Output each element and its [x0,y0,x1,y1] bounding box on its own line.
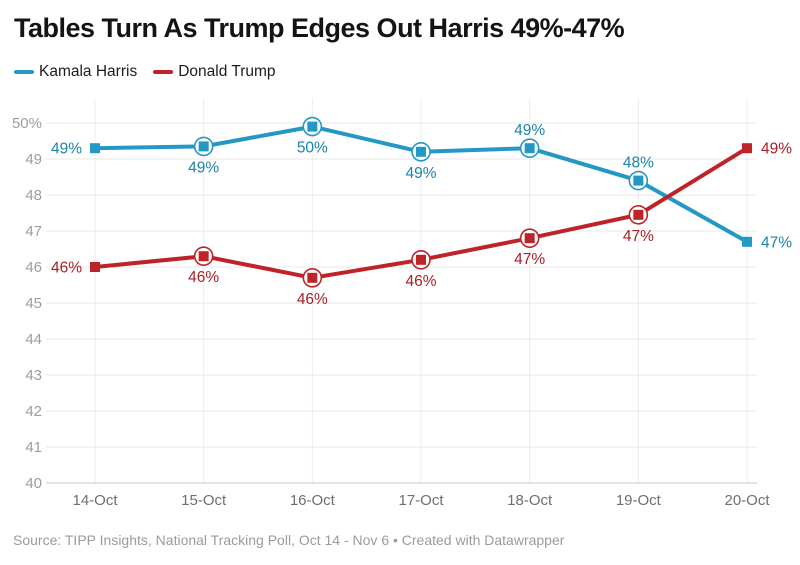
trump-point-label: 49% [761,141,792,158]
harris-point-label: 47% [761,234,792,251]
harris-point-label: 49% [51,141,82,158]
x-tick-label: 18-Oct [507,492,553,509]
y-tick-label: 43 [25,367,42,384]
harris-point-label: 49% [514,122,545,139]
trump-series-swatch [153,70,174,74]
harris-point-marker [524,143,535,154]
x-tick-label: 20-Oct [725,492,771,509]
x-tick-label: 17-Oct [399,492,445,509]
x-tick-label: 19-Oct [616,492,662,509]
legend-item-kamala-harris: Kamala Harris [14,62,137,82]
source-attribution: Source: TIPP Insights, National Tracking… [13,532,565,548]
y-tick-label: 48 [25,187,42,204]
trump-point-label: 46% [405,273,436,290]
trump-point-marker [198,251,209,262]
trump-point-marker [524,233,535,244]
legend-label-trump: Donald Trump [178,63,276,80]
line-chart: 14-Oct 15-Oct 16-Oct 17-Oct 18-Oct 19-Oct 20-O… [12,98,792,509]
trump-point-label: 46% [51,260,82,277]
trump-point-marker [90,262,100,272]
trump-point-label: 47% [623,228,654,245]
y-tick-label: 46 [25,259,42,276]
harris-point-label: 49% [405,165,436,182]
y-tick-label: 44 [25,331,42,348]
harris-point-marker [416,146,427,157]
trump-point-marker [742,143,753,154]
harris-point-marker [307,121,318,132]
y-tick-label: 42 [25,403,42,420]
x-tick-label: 14-Oct [72,492,118,509]
trump-point-marker [307,272,318,283]
y-tick-label: 50% [12,115,42,132]
harris-point-label: 50% [297,140,328,157]
x-tick-label: 15-Oct [181,492,227,509]
chart-title: Tables Turn As Trump Edges Out Harris 49… [14,13,625,43]
y-tick-label: 47 [25,223,42,240]
harris-series-swatch [14,70,34,74]
trump-point-marker [633,209,644,220]
harris-point-label: 49% [188,159,219,176]
harris-point-marker [742,236,753,247]
harris-point-label: 48% [623,155,654,172]
trump-point-label: 46% [297,291,328,308]
legend-item-donald-trump: Donald Trump [153,62,276,82]
y-tick-label: 41 [25,439,42,456]
trump-point-label: 47% [514,251,545,268]
harris-point-marker [633,175,644,186]
y-tick-label: 45 [25,295,42,312]
y-tick-label: 49 [25,151,42,168]
legend: Kamala Harris Donald Trump [14,62,276,82]
x-tick-label: 16-Oct [290,492,336,509]
y-tick-label: 40 [25,475,42,492]
trump-point-marker [416,254,427,265]
legend-label-harris: Kamala Harris [39,63,138,80]
harris-point-marker [198,141,209,152]
harris-point-marker [90,143,100,154]
trump-point-label: 46% [188,269,219,286]
